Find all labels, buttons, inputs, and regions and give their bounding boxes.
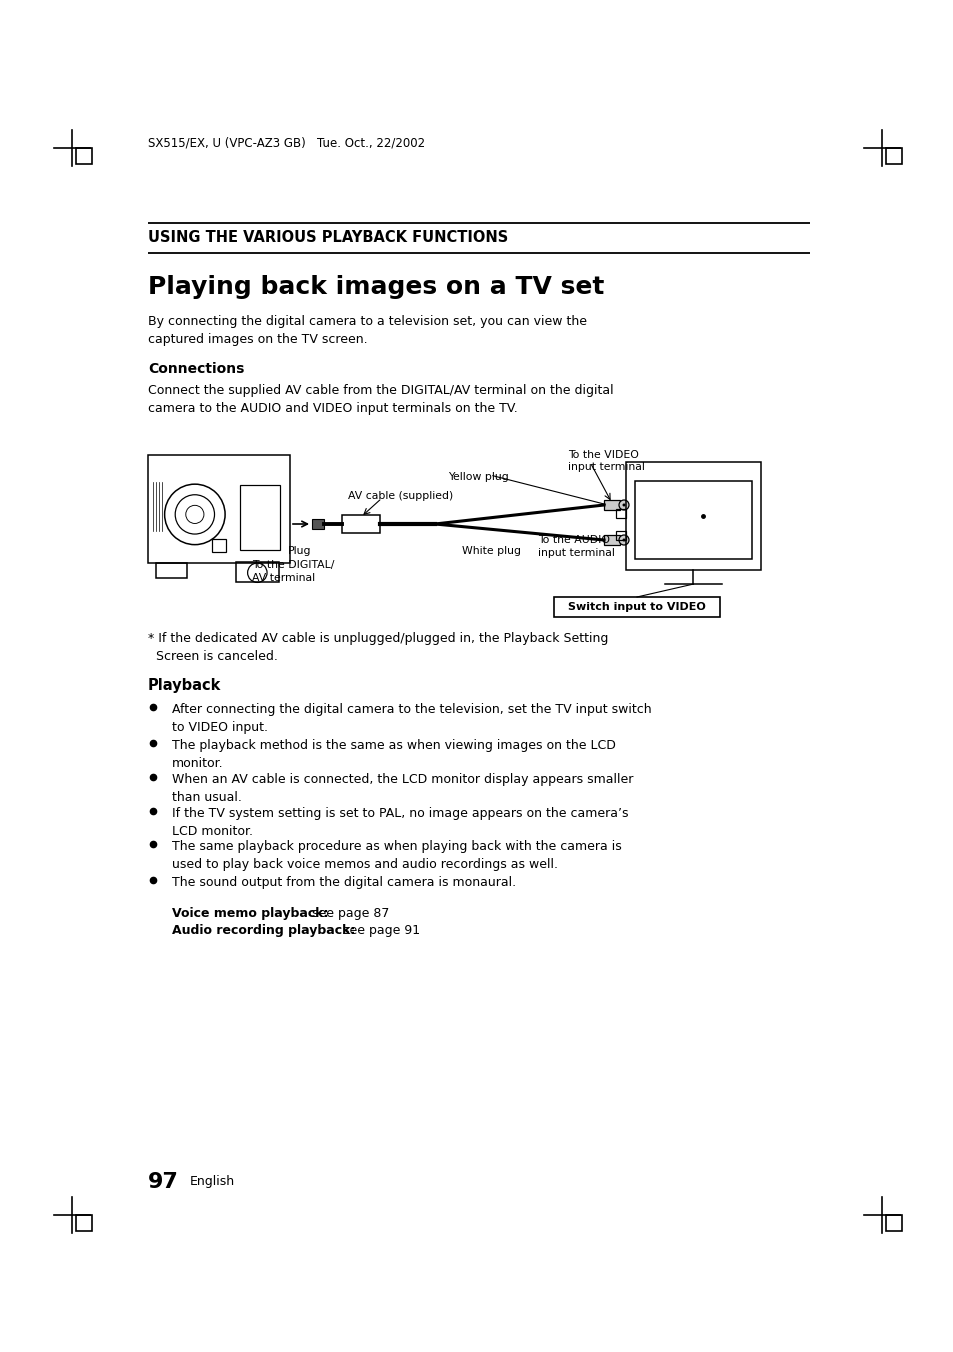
Bar [616,531,625,539]
Circle shape [622,503,625,507]
Text: Connections: Connections [148,362,244,376]
Text: To the DIGITAL/
AV terminal: To the DIGITAL/ AV terminal [252,560,334,583]
Bar [235,562,278,583]
Text: The playback method is the same as when viewing images on the LCD
monitor.: The playback method is the same as when … [172,740,616,771]
Text: * If the dedicated AV cable is unplugged/plugged in, the Playback Setting
  Scre: * If the dedicated AV cable is unplugged… [148,631,608,662]
Text: The same playback procedure as when playing back with the camera is
used to play: The same playback procedure as when play… [172,840,621,871]
Bar [212,539,226,552]
Text: Playback: Playback [148,677,221,694]
Bar [616,510,625,518]
Text: After connecting the digital camera to the television, set the TV input switch
t: After connecting the digital camera to t… [172,703,651,734]
Circle shape [618,535,628,545]
Text: Plug: Plug [288,546,312,556]
Text: White plug: White plug [461,546,520,556]
Bar [240,485,280,550]
Bar [603,535,619,545]
Text: see page 91: see page 91 [335,923,419,937]
Text: To the AUDIO
input terminal: To the AUDIO input terminal [537,535,615,558]
Bar [76,147,91,164]
Bar [76,1215,91,1232]
Bar [341,515,379,533]
Text: 97: 97 [148,1172,178,1192]
Bar [885,147,901,164]
Circle shape [622,538,625,542]
Text: Yellow plug: Yellow plug [448,472,508,483]
Bar [603,500,619,510]
Text: Switch input to VIDEO: Switch input to VIDEO [568,602,705,612]
Bar [148,456,290,562]
Bar [156,562,187,579]
Bar [885,1215,901,1232]
Text: If the TV system setting is set to PAL, no image appears on the camera’s
LCD mon: If the TV system setting is set to PAL, … [172,807,628,838]
Text: Voice memo playback:: Voice memo playback: [172,907,328,919]
Text: Connect the supplied AV cable from the DIGITAL/AV terminal on the digital
camera: Connect the supplied AV cable from the D… [148,384,613,415]
Text: USING THE VARIOUS PLAYBACK FUNCTIONS: USING THE VARIOUS PLAYBACK FUNCTIONS [148,230,508,246]
Text: The sound output from the digital camera is monaural.: The sound output from the digital camera… [172,876,516,890]
Bar [554,598,720,617]
Text: AV cable (supplied): AV cable (supplied) [348,491,453,502]
Text: Audio recording playback:: Audio recording playback: [172,923,355,937]
Circle shape [618,500,628,510]
Bar [635,481,751,560]
Bar [625,462,760,571]
Text: see page 87: see page 87 [304,907,389,919]
Text: SX515/EX, U (VPC-AZ3 GB)   Tue. Oct., 22/2002: SX515/EX, U (VPC-AZ3 GB) Tue. Oct., 22/2… [148,137,425,150]
Bar [312,519,324,529]
Text: English: English [190,1175,234,1188]
Text: To the VIDEO
input terminal: To the VIDEO input terminal [567,450,644,472]
Text: When an AV cable is connected, the LCD monitor display appears smaller
than usua: When an AV cable is connected, the LCD m… [172,773,633,804]
Text: Playing back images on a TV set: Playing back images on a TV set [148,274,604,299]
Text: By connecting the digital camera to a television set, you can view the
captured : By connecting the digital camera to a te… [148,315,586,346]
